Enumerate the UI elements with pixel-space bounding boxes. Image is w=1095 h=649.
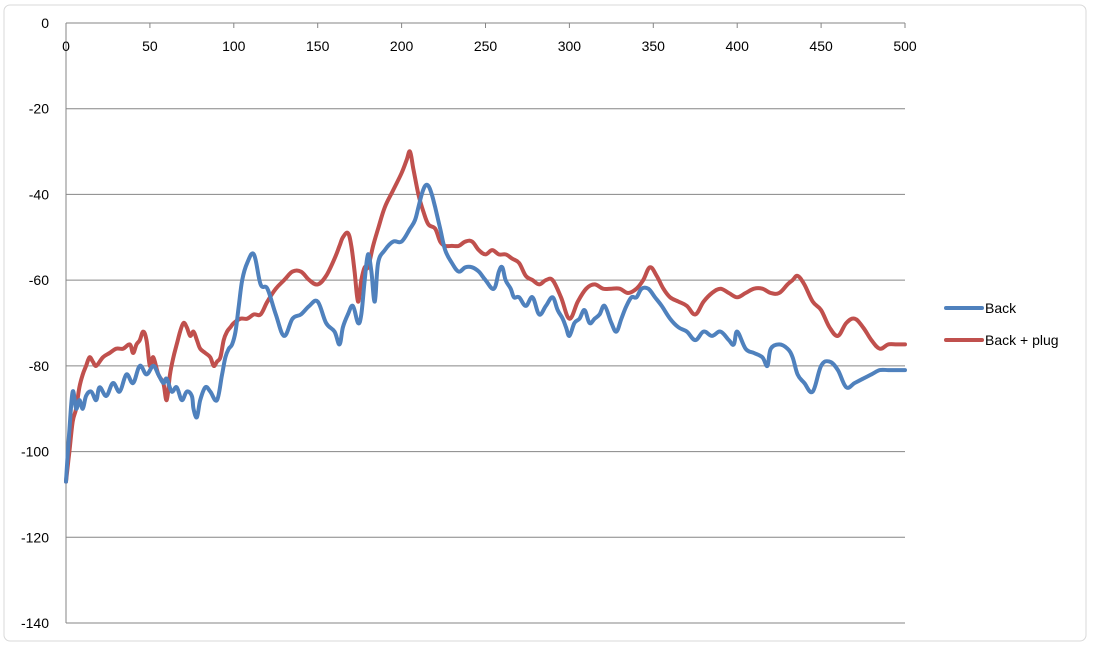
y-tick-label: -140 [21,615,49,631]
legend-label-1: Back + plug [985,332,1059,348]
x-tick-label: 300 [558,38,582,54]
series-lines [64,149,907,484]
y-tick-label: -40 [29,186,49,202]
x-tick-label: 150 [306,38,330,54]
x-tick-label: 50 [142,38,158,54]
x-tick-label: 400 [726,38,750,54]
x-tick-label: 200 [390,38,414,54]
series-line-0 [64,182,907,484]
chart-area-border [3,4,1087,642]
y-tick-label: 0 [41,15,49,31]
y-tick-label: -100 [21,444,49,460]
y-tick-label: -20 [29,101,49,117]
x-tick-label: 450 [809,38,833,54]
axes: 0 -20 -40 -60 -80 -100 -120 -140 0 50 100 150 200 250… [21,15,917,631]
y-tick-label: -80 [29,358,49,374]
legend: Back Back + plug [944,300,1059,348]
x-tick-label: 350 [642,38,666,54]
legend-label-0: Back [985,300,1017,316]
y-tick-label: -120 [21,529,49,545]
x-tick-label: 0 [62,38,70,54]
x-tick-label: 250 [474,38,498,54]
x-tick-label: 100 [222,38,246,54]
y-tick-label: -60 [29,272,49,288]
x-tick-label: 500 [893,38,917,54]
